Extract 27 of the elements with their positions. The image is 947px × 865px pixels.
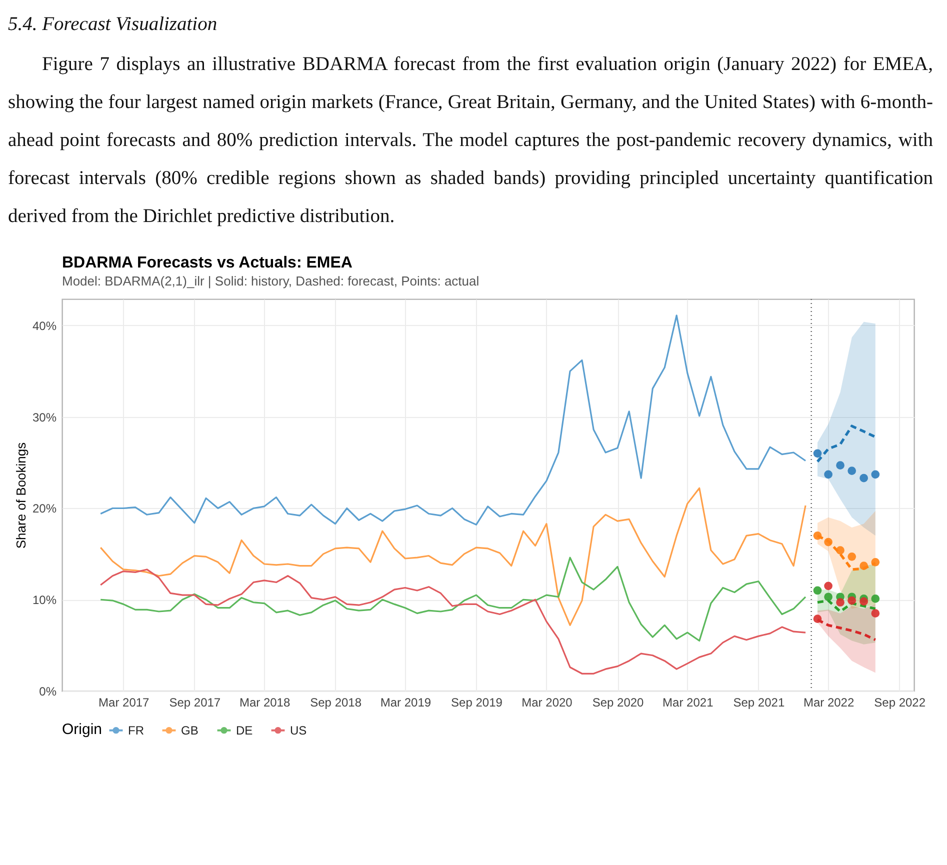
x-tick-label: Mar 2021 <box>662 696 714 710</box>
y-tick-label: 10% <box>32 593 57 608</box>
y-axis-title: Share of Bookings <box>13 442 28 549</box>
x-tick-label: Sep 2019 <box>451 696 503 710</box>
legend-title: Origin <box>62 721 102 738</box>
legend-label: DE <box>236 723 253 738</box>
x-tick-label: Mar 2022 <box>803 696 854 710</box>
x-tick-label: Sep 2017 <box>169 696 221 710</box>
x-tick-label: Mar 2017 <box>98 696 150 710</box>
legend-label: US <box>290 723 307 738</box>
x-tick-label: Mar 2019 <box>380 696 432 710</box>
chart-title: BDARMA Forecasts vs Actuals: EMEA <box>62 254 353 272</box>
x-tick-label: Sep 2020 <box>592 696 644 710</box>
x-tick-label: Mar 2018 <box>239 696 290 710</box>
x-tick-label: Sep 2022 <box>874 696 926 710</box>
legend-label: FR <box>128 723 144 738</box>
caption: Figure 7 displays an illustrative BDARMA forecast from the first evaluation origin (January 2022) for EMEA, showing the four largest named origin markets (France, Great Britain, Germany, and the United States) with 6-month-ahead point forecasts and 80% prediction intervals. The model captures the post-pandemic recovery dynamics, with forecast intervals (80% credible regions shown as shaded bands) providing principled uncertainty quantification derived from the Dirichlet predictive distribution. <box>8 53 933 229</box>
y-tick-label: 30% <box>32 410 57 424</box>
y-tick-label: 20% <box>32 502 57 516</box>
legend-label: GB <box>181 723 198 738</box>
text: 5.4. Forecast Visualization <box>8 13 218 37</box>
y-tick-label: 40% <box>32 319 57 333</box>
x-tick-label: Sep 2021 <box>733 696 785 710</box>
x-tick-label: Mar 2020 <box>522 696 573 710</box>
chart-subtitle: Model: BDARMA(2,1)_ilr | Solid: history, Dashed: forecast, Points: actual <box>62 273 480 288</box>
y-tick-label: 0% <box>39 684 57 698</box>
x-tick-label: Sep 2018 <box>310 696 362 710</box>
